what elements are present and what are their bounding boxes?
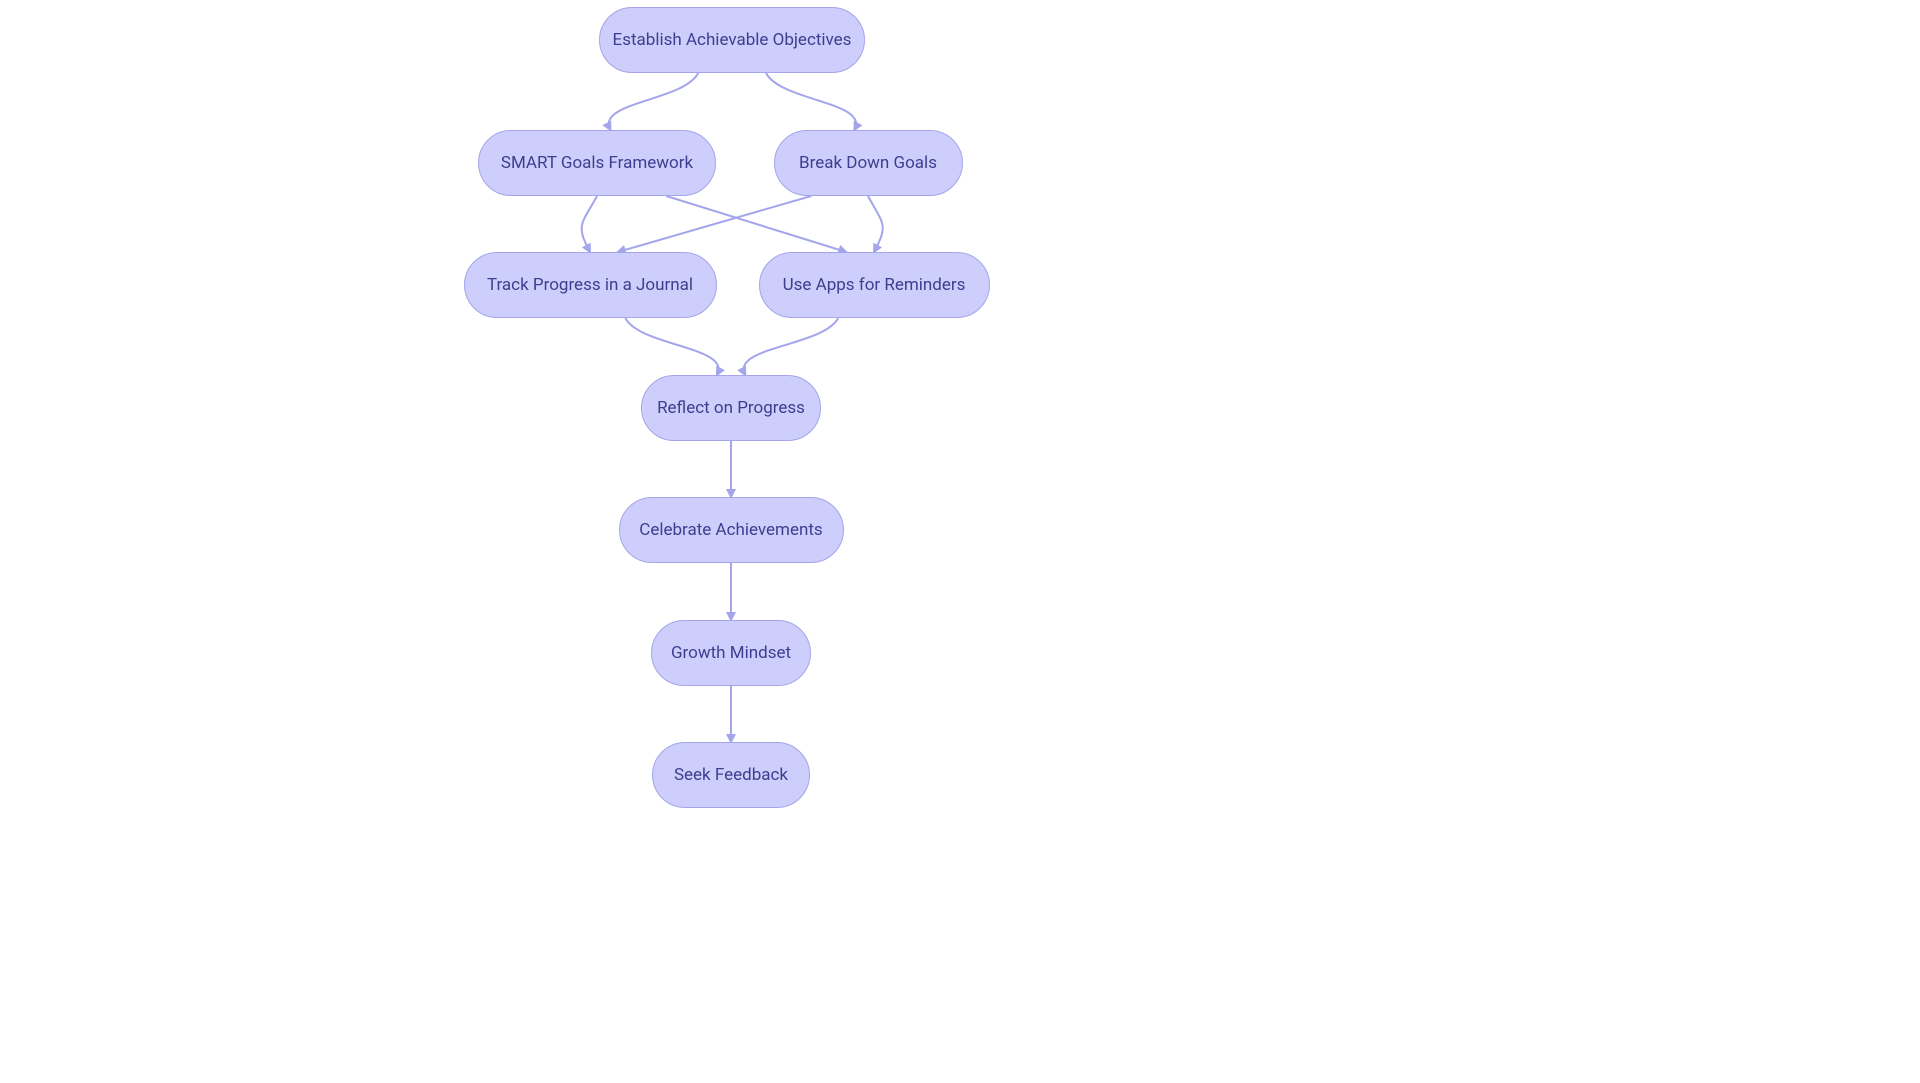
- flowchart-node: Track Progress in a Journal: [464, 252, 717, 318]
- flowchart-node: Use Apps for Reminders: [759, 252, 990, 318]
- flowchart-edge: [868, 196, 883, 252]
- flowchart-node: SMART Goals Framework: [478, 130, 716, 196]
- flowchart-node: Seek Feedback: [652, 742, 810, 808]
- flowchart-node: Growth Mindset: [651, 620, 811, 686]
- flowchart-edge: [582, 196, 597, 252]
- flowchart-edge: [766, 73, 856, 130]
- flowchart-edge: [666, 196, 846, 252]
- flowchart-node: Establish Achievable Objectives: [599, 7, 865, 73]
- flowchart-node: Reflect on Progress: [641, 375, 821, 441]
- flowchart-node: Celebrate Achievements: [619, 497, 844, 563]
- flowchart-edge: [744, 318, 839, 375]
- flowchart-edge: [609, 73, 698, 130]
- flowchart-node: Break Down Goals: [774, 130, 963, 196]
- flowchart-canvas: Establish Achievable Objectives SMART Goa…: [0, 0, 1920, 1083]
- flowchart-edge: [618, 196, 812, 252]
- flowchart-edge: [625, 318, 718, 375]
